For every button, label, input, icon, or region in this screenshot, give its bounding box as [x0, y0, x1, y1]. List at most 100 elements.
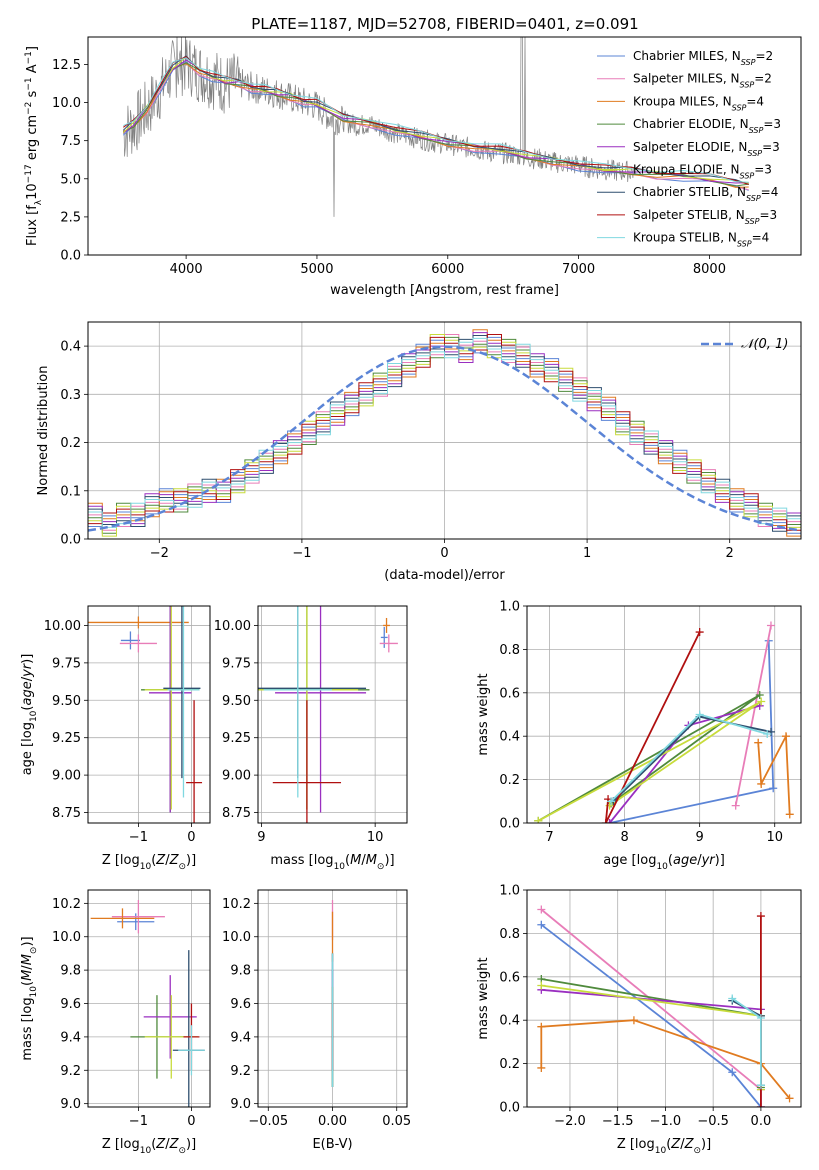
weight-series [754, 732, 794, 819]
data-point [275, 606, 367, 813]
weight-marker [537, 1063, 546, 1072]
data-point [178, 1025, 205, 1076]
data-point [263, 606, 332, 798]
weight-marker [756, 1014, 765, 1023]
axes-age-vs-mass: 9 10 8.75 9.00 9.25 9.50 9.75 10.00 mass [log10(… [214, 605, 408, 872]
plot-area [258, 890, 407, 1107]
y-tick-label: 9.75 [222, 656, 251, 671]
plot-area [527, 890, 801, 1107]
y-tick-label: 7.5 [60, 134, 81, 149]
y-tick-label: 1.0 [499, 884, 520, 899]
y-tick-label: 9.50 [52, 694, 81, 709]
y-tick-label: 0.8 [499, 643, 520, 658]
weight-line [757, 732, 791, 815]
plot-area [88, 890, 210, 1107]
x-tick-label: 9 [696, 830, 704, 845]
data-point [90, 908, 155, 929]
weight-marker [629, 1016, 638, 1025]
weight-line [541, 988, 762, 1107]
y-tick-label: 10.2 [222, 897, 251, 912]
data-point [186, 700, 203, 823]
model-spectrum [122, 59, 749, 184]
weight-marker [769, 784, 778, 793]
y-axis-label: Normed distribution [36, 366, 51, 496]
y-tick-label: 10.0 [52, 96, 81, 111]
y-tick-label: 9.00 [52, 769, 81, 784]
x-tick-label: 0.05 [382, 1114, 411, 1129]
weight-marker [785, 810, 794, 819]
x-tick-label: 8 [620, 830, 628, 845]
y-tick-label: 9.25 [222, 731, 251, 746]
x-tick-label: 0 [187, 1114, 195, 1129]
y-axis-label: mass weight [476, 957, 491, 1039]
data-point [120, 631, 140, 650]
y-tick-label: 9.0 [60, 1097, 81, 1112]
weight-line [537, 700, 762, 822]
plot-area [527, 606, 801, 823]
axes-frame [87, 889, 211, 1108]
y-tick-label: 10.00 [44, 619, 81, 634]
x-tick-label: 0 [440, 546, 448, 561]
axes-residuals: −2 −1 0 1 2 0.0 0.1 0.2 0.3 0.4 (data-model)/error… [36, 321, 802, 583]
x-tick-label: −2 [150, 546, 169, 561]
weight-marker [695, 628, 704, 637]
y-tick-label: 10.0 [52, 930, 81, 945]
data-point [380, 626, 388, 648]
axes-frame [257, 605, 408, 824]
weight-series [731, 621, 775, 810]
data-point [143, 975, 197, 1059]
y-tick-label: 0.0 [499, 817, 520, 832]
x-tick-label: −2.0 [554, 1114, 586, 1129]
y-tick-label: 9.25 [52, 731, 81, 746]
x-axis-label: (data-model)/error [384, 568, 505, 583]
weight-series [537, 1016, 794, 1103]
data-point [272, 700, 342, 823]
y-axis-label: Flux [fλ10−17 erg cm−2 s−1 A−1] [24, 46, 44, 246]
y-tick-label: 0.4 [499, 730, 520, 745]
weight-marker [766, 621, 775, 630]
y-tick-label: 10.00 [214, 619, 251, 634]
x-tick-label: −1.5 [602, 1114, 634, 1129]
y-axis-label: mass [log10(M/M⊙)] [20, 936, 39, 1060]
axes-frame [87, 321, 802, 540]
x-tick-label: −0.05 [248, 1114, 288, 1129]
data-point [111, 900, 165, 934]
x-tick-label: 0.00 [318, 1114, 347, 1129]
axes-age-vs-z: −1 0 8.75 9.00 9.25 9.50 9.75 10.00 Z [log10(Z/Z… [20, 605, 211, 872]
legend: Chabrier MILES, NSSP=2 Salpeter MILES, NS… [597, 49, 781, 248]
plot-area [88, 606, 210, 823]
axes-weight-vs-z: −2.0 −1.5 −1.0 −0.5 0.0 0.0 0.2 0.4 0.6 0.8 1.0 Z [… [476, 884, 802, 1156]
weight-marker [601, 819, 610, 823]
x-tick-label: 9 [257, 830, 265, 845]
x-tick-label: −0.5 [697, 1114, 729, 1129]
y-tick-label: 0.0 [60, 249, 81, 264]
y-tick-label: 10.2 [52, 897, 81, 912]
weight-series [728, 994, 765, 1090]
weight-marker [534, 816, 543, 823]
axes-frame [87, 36, 802, 256]
x-tick-label: 6000 [431, 262, 464, 277]
y-tick-label: 9.8 [60, 964, 81, 979]
data-point [149, 606, 192, 813]
x-tick-label: 7 [545, 830, 553, 845]
legend-label: Kroupa MILES, NSSP=4 [633, 94, 764, 112]
x-tick-label: 7000 [562, 262, 595, 277]
x-axis-label: age [log10(age/yr)] [603, 853, 725, 872]
plot-area [122, 37, 749, 217]
axes-spectrum: 4000 5000 6000 7000 8000 0.0 2.5 5.0 7.5 10.0 12.5… [24, 36, 802, 298]
weight-marker [607, 797, 616, 806]
y-tick-label: 0.4 [499, 1014, 520, 1029]
histogram-step [88, 334, 801, 531]
axes-weight-vs-age: 7 8 9 10 0.0 0.2 0.4 0.6 0.8 1.0 age [log10(age/yr… [476, 600, 802, 872]
weight-marker [781, 732, 790, 741]
weight-line [734, 625, 772, 806]
weight-marker [537, 905, 546, 914]
y-tick-label: 0.2 [60, 436, 81, 451]
weight-marker [695, 710, 704, 719]
weight-marker [756, 912, 765, 921]
x-tick-label: 0.0 [751, 1114, 772, 1129]
legend-label: 𝒩(0, 1) [741, 337, 788, 352]
weight-marker [785, 1094, 794, 1103]
legend-label: Salpeter ELODIE, NSSP=3 [633, 140, 780, 158]
y-tick-label: 9.4 [230, 1030, 251, 1045]
